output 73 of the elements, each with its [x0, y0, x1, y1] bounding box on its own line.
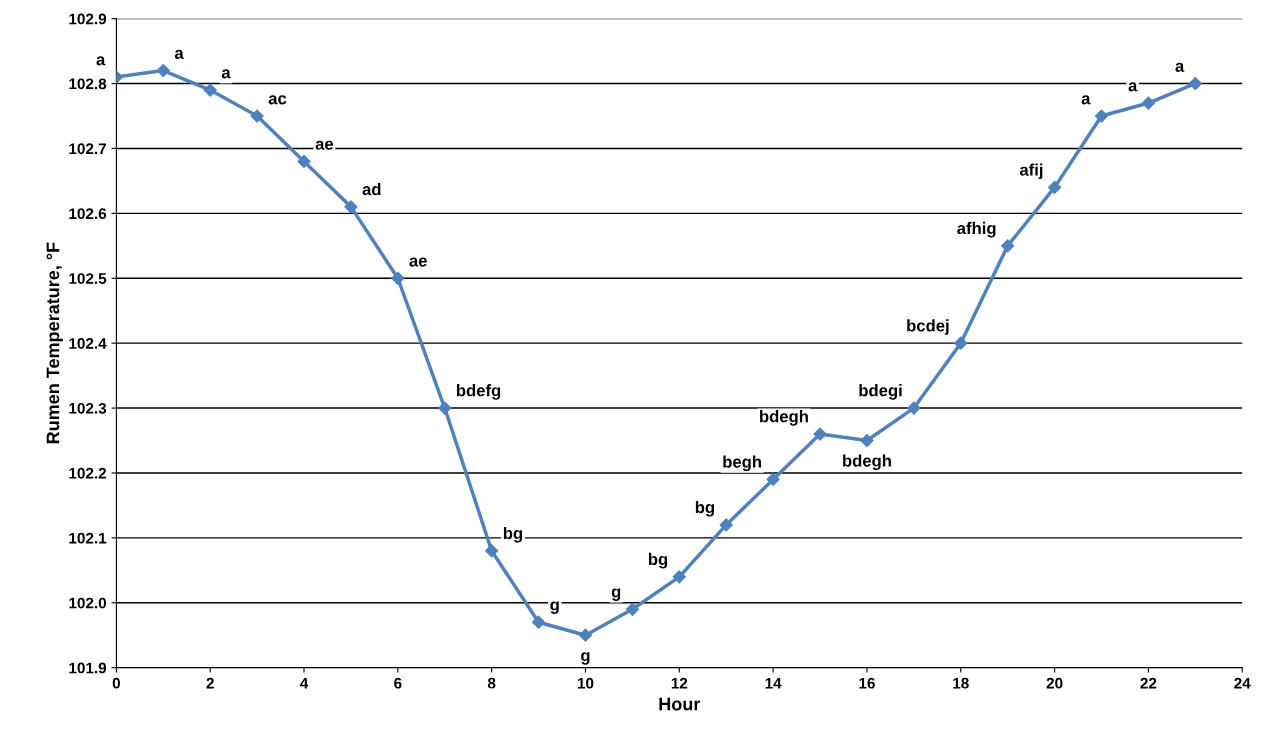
- point: [1048, 180, 1062, 194]
- y-tick-label: 102.0: [69, 597, 107, 609]
- annotation: ae: [409, 257, 427, 267]
- y-tick-label: 102.5: [69, 273, 107, 284]
- point: [578, 628, 593, 642]
- point: [719, 518, 733, 532]
- x-tick-label: 10: [577, 677, 594, 689]
- x-tick-label: 4: [300, 677, 309, 689]
- point: [531, 615, 546, 629]
- annotation: a: [1128, 82, 1138, 92]
- x-tick-label: 18: [953, 677, 969, 689]
- x-tick-label: 6: [394, 677, 402, 689]
- x-tick-label: 16: [859, 677, 875, 689]
- annotation: afhig: [957, 221, 996, 238]
- point: [1001, 239, 1015, 253]
- x-tick-label: 22: [1140, 677, 1157, 689]
- annotation: begh: [723, 455, 761, 472]
- annotation: g: [581, 652, 590, 665]
- point: [907, 401, 921, 415]
- y-tick-label: 102.9: [69, 13, 107, 25]
- annotation: a: [174, 49, 184, 59]
- annotation: bg: [503, 526, 523, 543]
- point: [860, 433, 874, 448]
- point: [156, 63, 170, 78]
- y-axis-title: Rumen Temperature, °F: [46, 242, 63, 444]
- annotation: afij: [1019, 163, 1043, 180]
- annotation: g: [611, 588, 621, 601]
- y-tick-label: 102.3: [69, 402, 107, 414]
- y-tick-label: 102.2: [69, 467, 107, 479]
- annotation: ac: [268, 95, 287, 105]
- point: [203, 83, 217, 97]
- point: [766, 472, 780, 487]
- x-tick-label: 2: [206, 677, 214, 689]
- x-tick-label: 14: [765, 677, 782, 689]
- x-axis-title: Hour: [659, 697, 701, 711]
- annotation: a: [221, 69, 231, 79]
- x-tick-label: 8: [487, 677, 496, 689]
- annotation: g: [550, 601, 559, 614]
- annotation: bdegh: [843, 454, 891, 471]
- point: [391, 271, 405, 285]
- x-tick-label: 0: [112, 677, 120, 689]
- annotation: a: [1081, 95, 1091, 105]
- x-tick-label: 20: [1046, 677, 1063, 689]
- annotation: bcdej: [907, 319, 949, 335]
- y-tick-label: 101.9: [69, 662, 107, 674]
- point: [954, 336, 968, 350]
- annotation: a: [96, 56, 106, 66]
- point: [250, 109, 264, 123]
- annotation: bg: [695, 500, 714, 517]
- point: [438, 401, 452, 415]
- point: [813, 427, 827, 441]
- point: [1094, 109, 1109, 123]
- y-tick-label: 102.8: [69, 78, 107, 90]
- annotation: bg: [648, 552, 668, 569]
- x-tick-label: 24: [1234, 677, 1251, 689]
- point: [344, 200, 358, 214]
- point: [672, 570, 686, 584]
- annotation: ad: [362, 183, 381, 196]
- annotation: ae: [315, 140, 334, 150]
- annotation: bdegi: [859, 384, 902, 400]
- point: [297, 154, 311, 169]
- y-tick-label: 102.1: [69, 532, 107, 544]
- x-tick-label: 12: [671, 677, 688, 689]
- point: [485, 544, 499, 558]
- annotation: bdefg: [456, 384, 501, 400]
- annotation: a: [1175, 62, 1185, 72]
- annotation: bdegh: [760, 410, 808, 426]
- point: [625, 602, 639, 616]
- point: [1141, 96, 1155, 110]
- y-tick-label: 102.4: [69, 338, 107, 349]
- y-tick-label: 102.6: [69, 208, 107, 220]
- y-tick-label: 102.7: [69, 143, 106, 155]
- point: [1188, 76, 1202, 91]
